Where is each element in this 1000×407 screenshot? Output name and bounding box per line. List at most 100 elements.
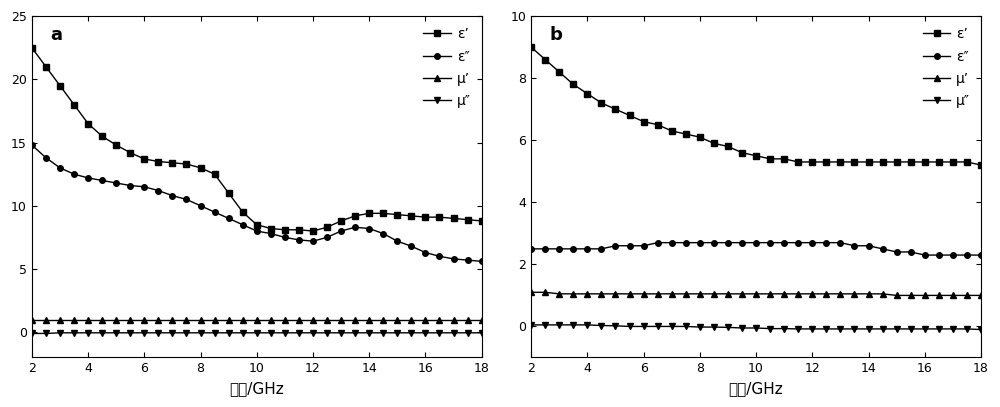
ε’	[638, 119, 650, 124]
μ’	[82, 317, 94, 322]
ε’	[666, 129, 678, 133]
μ’	[166, 317, 178, 322]
ε’	[609, 107, 621, 112]
μ’	[877, 291, 889, 296]
μ’	[736, 291, 748, 296]
ε″	[335, 229, 347, 234]
ε’	[433, 215, 445, 220]
μ’	[834, 291, 846, 296]
μ″	[553, 322, 565, 327]
μ’	[433, 317, 445, 322]
ε’	[806, 160, 818, 164]
ε’	[736, 150, 748, 155]
μ’	[750, 291, 762, 296]
ε’	[152, 159, 164, 164]
ε″	[933, 253, 945, 258]
ε’	[180, 162, 192, 166]
μ″	[680, 324, 692, 329]
ε″	[975, 253, 987, 258]
μ’	[848, 291, 860, 296]
ε″	[750, 240, 762, 245]
μ″	[961, 326, 973, 331]
μ’	[891, 293, 903, 298]
ε″	[722, 240, 734, 245]
ε’	[335, 219, 347, 223]
μ’	[933, 293, 945, 298]
μ″	[209, 330, 221, 335]
μ’	[419, 317, 431, 322]
μ’	[722, 291, 734, 296]
μ’	[975, 293, 987, 298]
ε″	[877, 246, 889, 251]
μ″	[652, 324, 664, 329]
μ″	[307, 330, 319, 335]
μ’	[539, 290, 551, 295]
μ’	[54, 317, 66, 322]
ε’	[349, 213, 361, 218]
ε’	[834, 160, 846, 164]
μ″	[947, 326, 959, 331]
μ’	[947, 293, 959, 298]
μ″	[736, 326, 748, 330]
ε″	[166, 193, 178, 198]
ε″	[251, 229, 263, 234]
X-axis label: 频率/GHz: 频率/GHz	[229, 381, 284, 396]
μ’	[391, 317, 403, 322]
ε’	[363, 211, 375, 216]
ε’	[419, 215, 431, 220]
ε’	[223, 190, 235, 195]
μ’	[462, 317, 474, 322]
μ’	[110, 317, 122, 322]
μ″	[335, 330, 347, 335]
ε″	[680, 240, 692, 245]
μ″	[933, 326, 945, 331]
μ″	[694, 325, 706, 330]
Line: μ″: μ″	[29, 330, 484, 336]
μ″	[750, 326, 762, 330]
ε″	[609, 243, 621, 248]
μ’	[335, 317, 347, 322]
ε″	[40, 155, 52, 160]
ε’	[581, 91, 593, 96]
μ’	[209, 317, 221, 322]
ε’	[195, 165, 207, 170]
μ″	[891, 326, 903, 331]
Line: μ’: μ’	[528, 289, 984, 298]
ε’	[553, 70, 565, 74]
ε″	[82, 175, 94, 180]
ε″	[638, 243, 650, 248]
ε″	[567, 246, 579, 251]
ε’	[652, 122, 664, 127]
ε’	[961, 160, 973, 164]
ε’	[279, 228, 291, 232]
ε’	[251, 222, 263, 227]
ε’	[947, 160, 959, 164]
ε″	[595, 246, 607, 251]
Legend: ε’, ε″, μ’, μ″: ε’, ε″, μ’, μ″	[419, 23, 475, 112]
ε″	[820, 240, 832, 245]
μ″	[68, 330, 80, 335]
ε″	[462, 258, 474, 263]
ε’	[96, 134, 108, 139]
μ’	[624, 291, 636, 296]
ε″	[961, 253, 973, 258]
ε’	[792, 160, 804, 164]
μ″	[525, 322, 537, 327]
μ’	[792, 291, 804, 296]
ε’	[391, 212, 403, 217]
ε’	[905, 160, 917, 164]
ε″	[124, 183, 136, 188]
μ’	[349, 317, 361, 322]
ε″	[891, 249, 903, 254]
ε’	[265, 226, 277, 231]
ε″	[834, 240, 846, 245]
ε″	[293, 237, 305, 242]
μ’	[806, 291, 818, 296]
μ″	[609, 324, 621, 328]
ε″	[349, 225, 361, 230]
μ″	[251, 330, 263, 335]
ε″	[209, 210, 221, 214]
Line: ε’: ε’	[29, 45, 484, 234]
μ″	[567, 322, 579, 327]
μ″	[433, 330, 445, 335]
